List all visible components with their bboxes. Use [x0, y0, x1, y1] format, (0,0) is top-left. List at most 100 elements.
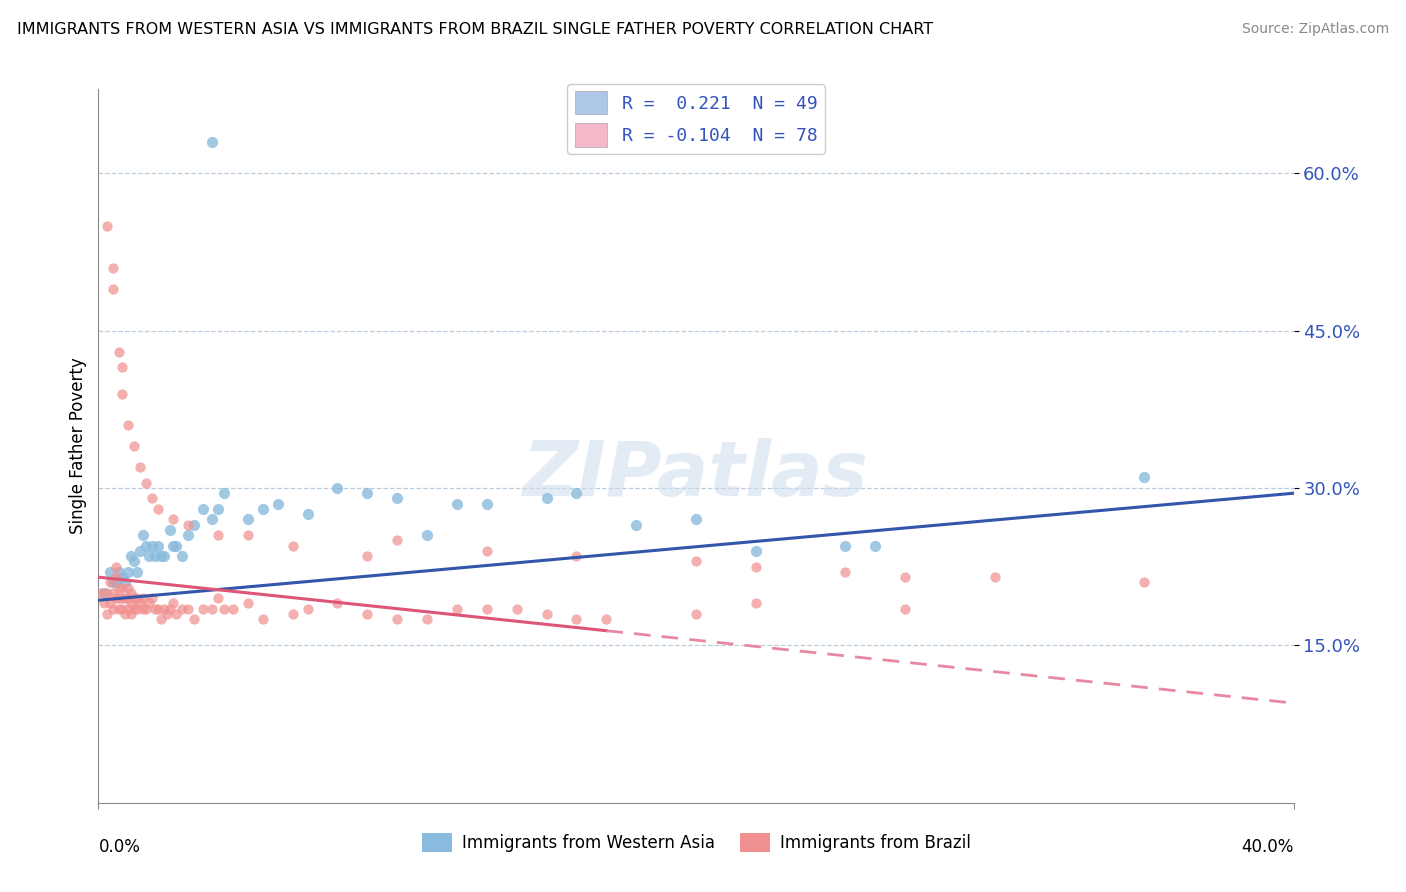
Point — [156, 607, 179, 621]
Point — [297, 601, 319, 615]
Point — [103, 282, 125, 296]
Point — [222, 601, 245, 615]
Point — [124, 554, 146, 568]
Point — [416, 612, 439, 626]
Point — [132, 591, 155, 606]
Point — [191, 502, 214, 516]
Point — [595, 612, 617, 626]
Point — [172, 549, 194, 564]
Point — [207, 591, 229, 606]
Point — [162, 512, 184, 526]
Point — [834, 565, 856, 579]
Point — [475, 601, 498, 615]
Point — [120, 607, 142, 621]
Point — [536, 491, 558, 506]
Point — [111, 581, 134, 595]
Point — [153, 549, 176, 564]
Text: 40.0%: 40.0% — [1241, 838, 1294, 856]
Text: 0.0%: 0.0% — [98, 838, 141, 856]
Point — [135, 539, 157, 553]
Point — [745, 596, 768, 610]
Point — [96, 219, 118, 233]
Point — [565, 486, 588, 500]
Point — [138, 596, 160, 610]
Text: Source: ZipAtlas.com: Source: ZipAtlas.com — [1241, 22, 1389, 37]
Point — [165, 607, 187, 621]
Point — [326, 596, 349, 610]
Legend: Immigrants from Western Asia, Immigrants from Brazil: Immigrants from Western Asia, Immigrants… — [415, 826, 977, 859]
Point — [114, 607, 136, 621]
Point — [475, 544, 498, 558]
Point — [111, 601, 134, 615]
Point — [416, 528, 439, 542]
Point — [252, 612, 274, 626]
Point — [236, 512, 259, 526]
Point — [159, 523, 181, 537]
Point — [894, 601, 917, 615]
Point — [108, 601, 131, 615]
Point — [297, 507, 319, 521]
Point — [865, 539, 887, 553]
Point — [745, 544, 768, 558]
Point — [111, 591, 134, 606]
Point — [356, 549, 378, 564]
Point — [834, 539, 856, 553]
Point — [183, 517, 205, 532]
Point — [138, 549, 160, 564]
Text: ZIPatlas: ZIPatlas — [523, 438, 869, 511]
Point — [114, 575, 136, 590]
Point — [385, 491, 409, 506]
Point — [135, 601, 157, 615]
Point — [111, 360, 134, 375]
Point — [127, 591, 149, 606]
Point — [120, 586, 142, 600]
Point — [108, 591, 131, 606]
Point — [108, 344, 131, 359]
Point — [108, 565, 131, 579]
Point — [212, 486, 235, 500]
Point — [124, 601, 146, 615]
Point — [105, 575, 128, 590]
Point — [117, 591, 139, 606]
Point — [446, 601, 468, 615]
Point — [201, 601, 224, 615]
Point — [150, 612, 173, 626]
Text: IMMIGRANTS FROM WESTERN ASIA VS IMMIGRANTS FROM BRAZIL SINGLE FATHER POVERTY COR: IMMIGRANTS FROM WESTERN ASIA VS IMMIGRAN… — [17, 22, 934, 37]
Point — [385, 612, 409, 626]
Point — [1133, 575, 1156, 590]
Point — [127, 601, 149, 615]
Point — [90, 586, 112, 600]
Point — [105, 559, 128, 574]
Point — [129, 460, 152, 475]
Point — [93, 596, 115, 610]
Point — [98, 575, 122, 590]
Point — [153, 601, 176, 615]
Point — [148, 601, 170, 615]
Point — [385, 533, 409, 548]
Point — [143, 549, 166, 564]
Point — [117, 581, 139, 595]
Point — [98, 596, 122, 610]
Point — [177, 601, 200, 615]
Point — [150, 549, 173, 564]
Point — [148, 502, 170, 516]
Point — [267, 497, 290, 511]
Point — [685, 512, 707, 526]
Point — [117, 565, 139, 579]
Point — [191, 601, 214, 615]
Point — [141, 539, 163, 553]
Point — [143, 601, 166, 615]
Point — [446, 497, 468, 511]
Point — [98, 565, 122, 579]
Point — [626, 517, 648, 532]
Point — [536, 607, 558, 621]
Point — [201, 512, 224, 526]
Point — [129, 596, 152, 610]
Point — [236, 528, 259, 542]
Point — [162, 596, 184, 610]
Point — [172, 601, 194, 615]
Point — [159, 601, 181, 615]
Point — [103, 586, 125, 600]
Point — [103, 260, 125, 275]
Point — [281, 607, 304, 621]
